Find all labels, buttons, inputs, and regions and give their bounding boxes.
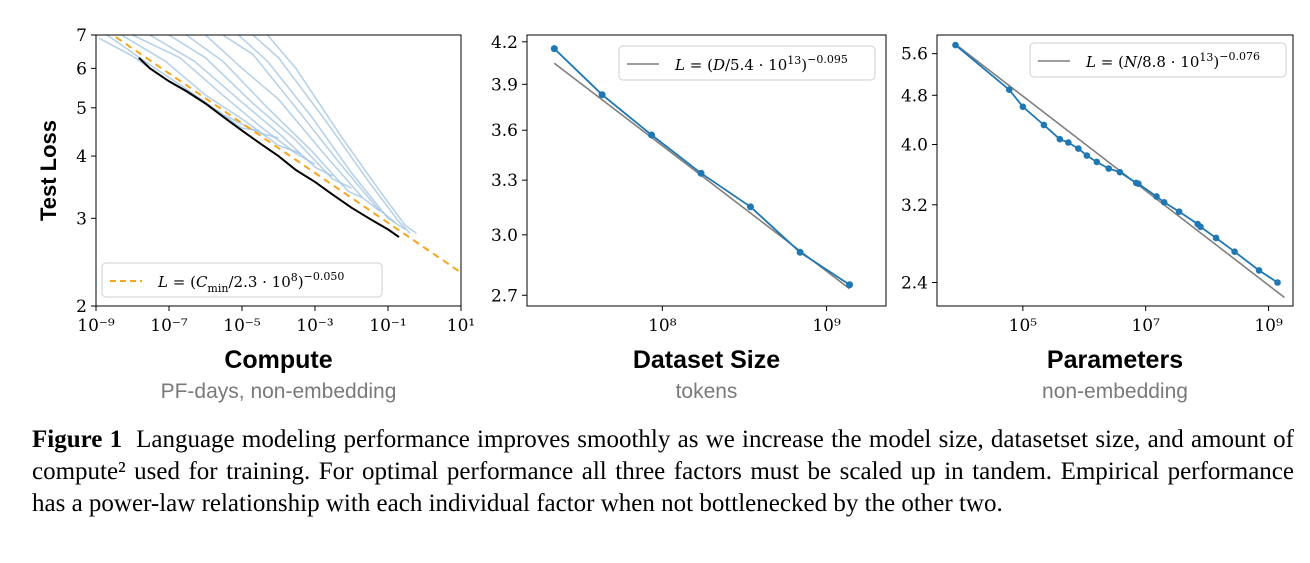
legend: L = (Cmin/2.3 · 108)−0.050 bbox=[101, 262, 383, 298]
x-tick-label: 10⁵ bbox=[1009, 316, 1038, 336]
training-run-line bbox=[237, 35, 406, 231]
x-tick-label: 10⁻³ bbox=[296, 316, 333, 336]
data-point bbox=[846, 281, 854, 289]
data-point bbox=[1175, 208, 1183, 215]
data-point bbox=[1075, 145, 1082, 152]
y-tick-label: 3.0 bbox=[491, 226, 518, 246]
plot-frame bbox=[95, 34, 462, 307]
compute-frontier-line bbox=[138, 57, 400, 238]
data-point bbox=[1160, 198, 1168, 206]
data-point bbox=[796, 248, 804, 256]
x-tick-label: 10⁻⁵ bbox=[223, 316, 261, 336]
data-point bbox=[1274, 279, 1281, 286]
training-run-line bbox=[149, 35, 333, 177]
figure-caption: Figure 1 Language modeling performance im… bbox=[32, 424, 1294, 520]
legend-label: L = (D/5.4 · 1013)−0.095 bbox=[674, 53, 848, 74]
training-run-line bbox=[222, 35, 395, 223]
y-tick-label: 3.2 bbox=[901, 196, 928, 216]
x-tick-label: 10¹ bbox=[447, 316, 475, 336]
y-tick-label: 4.8 bbox=[901, 86, 928, 106]
y-axis-label: Test Loss bbox=[36, 120, 61, 221]
y-tick-label: 3.6 bbox=[491, 121, 518, 141]
legend-label: L = (N/8.8 · 1013)−0.076 bbox=[1085, 50, 1260, 71]
y-tick-label: 3 bbox=[76, 209, 87, 229]
legend: L = (D/5.4 · 1013)−0.095 bbox=[618, 45, 876, 81]
data-point bbox=[648, 131, 656, 139]
x-axis-sublabel: tokens bbox=[676, 380, 738, 403]
y-tick-label: 6 bbox=[76, 59, 87, 79]
legend-box bbox=[618, 45, 876, 81]
data-point bbox=[1019, 103, 1027, 111]
data-point bbox=[746, 203, 754, 211]
y-tick-label: 7 bbox=[76, 26, 87, 46]
data-point bbox=[1231, 248, 1238, 255]
y-tick-label: 3.3 bbox=[491, 171, 518, 191]
data-point bbox=[598, 91, 606, 99]
x-tick-label: 10⁻⁷ bbox=[150, 316, 188, 336]
legend-label: L = (Cmin/2.3 · 108)−0.050 bbox=[157, 270, 344, 295]
data-point bbox=[697, 169, 705, 177]
parameters-panel: 10⁵ 10⁷ 10⁹ 2.4 3.2 4.0 4.8 5.6 Parameters non-em… bbox=[901, 34, 1294, 403]
caption-label: Figure 1 bbox=[32, 426, 123, 453]
y-tick-label: 3.9 bbox=[491, 75, 518, 95]
y-tick-label: 2.4 bbox=[901, 273, 928, 293]
plot-frame bbox=[936, 34, 1294, 307]
x-axis-sublabel: PF-days, non-embedding bbox=[161, 380, 397, 403]
training-run-line bbox=[204, 35, 381, 212]
y-tick-label: 2 bbox=[76, 297, 87, 317]
training-run-line bbox=[185, 35, 363, 199]
dataset-size-panel: 10⁸ 10⁹ 2.7 3.0 3.3 3.6 3.9 4.2 Dataset Size toke… bbox=[491, 33, 887, 403]
figure: 10⁻⁹ 10⁻⁷ 10⁻⁵ 10⁻³ 10⁻¹ 10¹ 2 3 4 5 6 7 Compute PF-d… bbox=[36, 26, 1294, 403]
data-point bbox=[952, 41, 959, 49]
y-tick-label: 2.7 bbox=[491, 286, 518, 306]
x-tick-label: 10⁹ bbox=[1254, 316, 1283, 336]
data-point bbox=[1153, 193, 1160, 200]
data-point bbox=[1005, 86, 1013, 94]
y-tick-label: 5 bbox=[76, 99, 87, 119]
x-tick-label: 10⁷ bbox=[1131, 316, 1160, 336]
data-point bbox=[1040, 121, 1048, 129]
y-tick-label: 5.6 bbox=[901, 45, 928, 65]
data-point bbox=[1065, 139, 1072, 146]
data-point bbox=[1255, 267, 1263, 274]
x-tick-label: 10⁸ bbox=[648, 316, 677, 336]
data-point bbox=[1212, 234, 1220, 242]
x-tick-label: 10⁻¹ bbox=[369, 316, 406, 336]
x-axis-sublabel: non-embedding bbox=[1042, 380, 1188, 403]
legend-box bbox=[101, 262, 383, 298]
x-axis-label: Dataset Size bbox=[633, 346, 780, 374]
training-run-line bbox=[266, 35, 417, 234]
data-point bbox=[1197, 223, 1204, 231]
legend: L = (N/8.8 · 1013)−0.076 bbox=[1029, 42, 1287, 78]
x-axis-label: Compute bbox=[224, 346, 332, 374]
x-axis-label: Parameters bbox=[1047, 346, 1183, 374]
training-run-line bbox=[121, 35, 301, 155]
data-point bbox=[1093, 158, 1101, 166]
training-run-line bbox=[132, 35, 316, 165]
power-law-fit-line bbox=[111, 35, 461, 274]
data-point bbox=[550, 45, 558, 53]
x-tick-label: 10⁹ bbox=[812, 316, 841, 336]
y-tick-label: 4.2 bbox=[491, 33, 518, 53]
test-loss-line bbox=[553, 48, 851, 286]
legend-box bbox=[1029, 42, 1287, 78]
y-tick-label: 4.0 bbox=[901, 136, 928, 156]
data-point bbox=[1083, 152, 1091, 159]
training-run-line bbox=[168, 35, 352, 189]
plot-area bbox=[98, 35, 461, 274]
plot-frame bbox=[526, 34, 887, 307]
compute-panel: 10⁻⁹ 10⁻⁷ 10⁻⁵ 10⁻³ 10⁻¹ 10¹ 2 3 4 5 6 7 Compute PF-d… bbox=[36, 26, 475, 403]
data-point bbox=[1105, 165, 1113, 172]
data-point bbox=[1116, 168, 1124, 176]
x-tick-label: 10⁻⁹ bbox=[77, 316, 115, 336]
data-point bbox=[1056, 135, 1064, 143]
caption-text: Language modeling performance improves s… bbox=[32, 426, 1294, 517]
test-loss-line bbox=[954, 44, 1278, 284]
data-point bbox=[1135, 180, 1142, 187]
training-run-line bbox=[252, 35, 411, 234]
y-tick-label: 4 bbox=[76, 147, 87, 167]
